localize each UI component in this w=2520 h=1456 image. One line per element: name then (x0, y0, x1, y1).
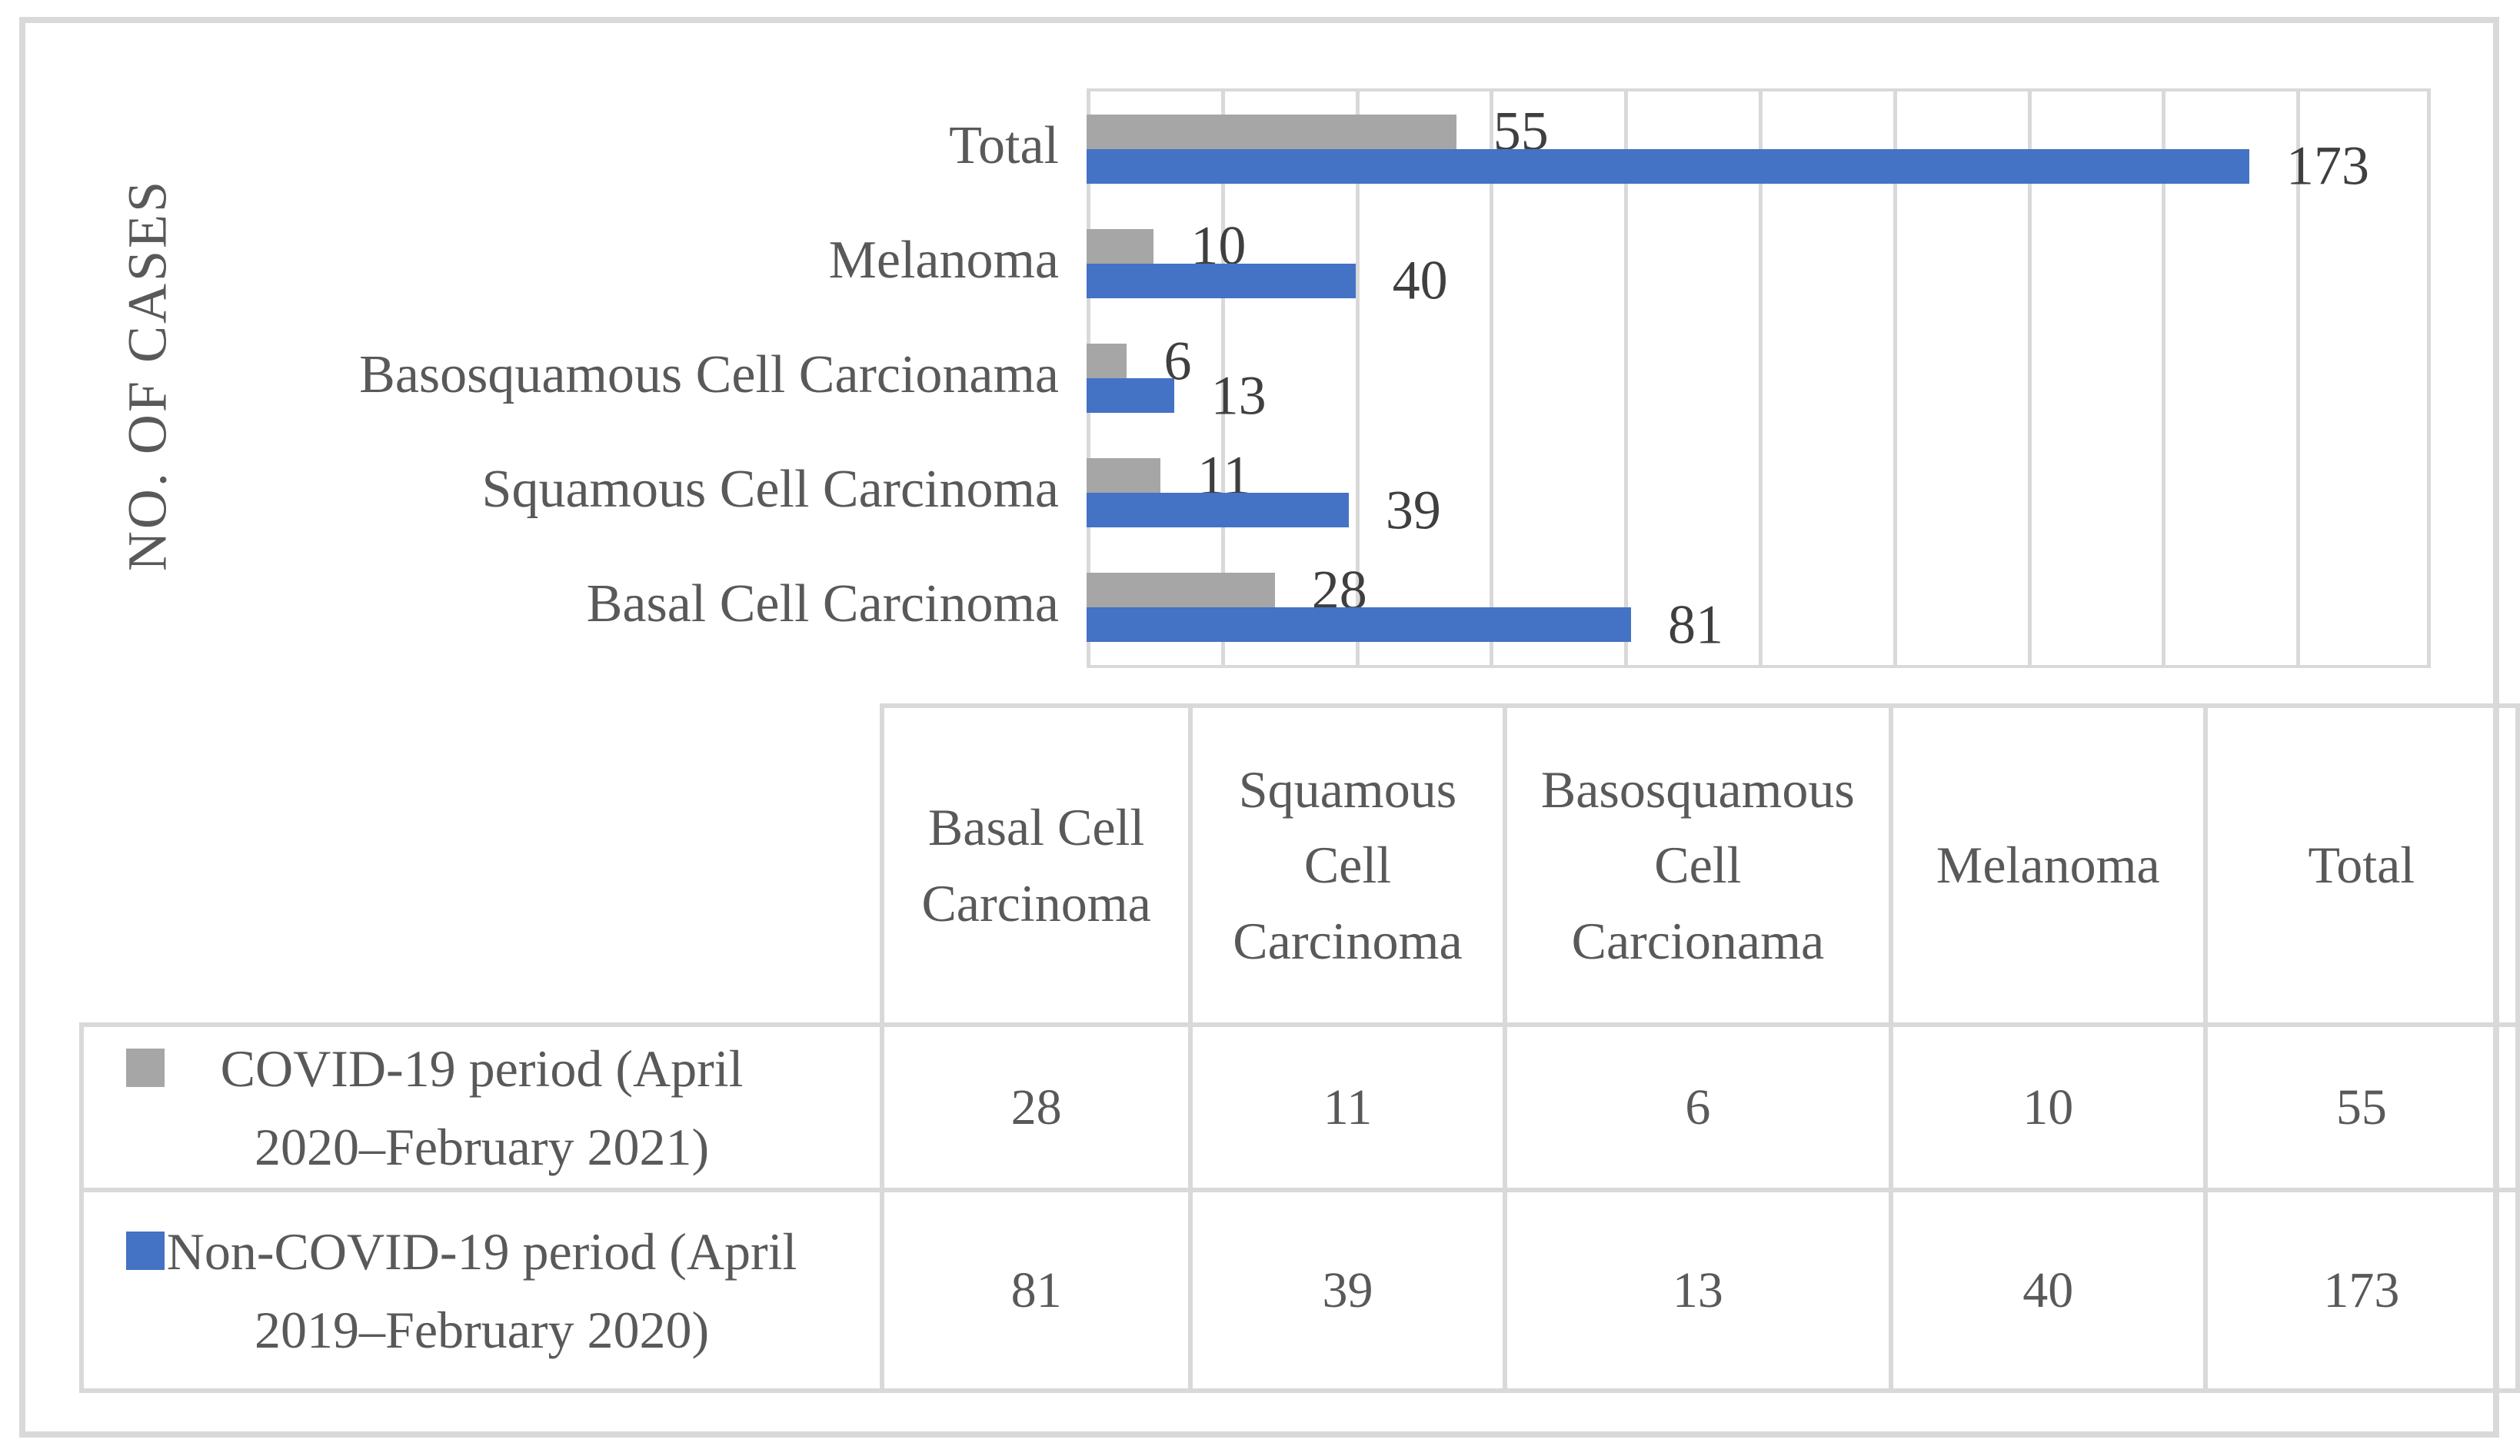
table-header-basal-cell-carcinoma: Basal Cell Carcinoma (880, 703, 1193, 1027)
table-value-cell: 40 (1888, 1188, 2208, 1393)
category-label: Squamous Cell Carcinoma (481, 460, 1059, 520)
plot-area: 55 173 10 40 6 13 11 39 28 81 (1087, 88, 2431, 668)
legend-cell-covid-period: COVID-19 period (April 2020–February 202… (78, 1022, 885, 1192)
gridline (1624, 91, 1629, 665)
table-value-cell: 11 (1188, 1022, 1507, 1192)
table-corner-cell (82, 706, 882, 1025)
table-value-cell: 173 (2202, 1188, 2520, 1393)
gridline (1490, 91, 1494, 665)
table-header-row: Basal Cell Carcinoma Squamous Cell Carci… (82, 703, 2520, 1027)
bar-covid-period (1087, 573, 1275, 608)
data-table: Basal Cell Carcinoma Squamous Cell Carci… (78, 703, 2520, 1393)
bar-covid-period (1087, 228, 1154, 264)
gridline (2027, 91, 2032, 665)
gridline (1220, 91, 1225, 665)
gridline (1892, 91, 1897, 665)
category-label: Total (949, 115, 1059, 175)
legend-cell-non-covid-period: Non-COVID-19 period (April 2019–February… (78, 1188, 885, 1393)
value-label: 40 (1392, 249, 1448, 311)
table-header-squamous-cell-carcinoma: Squamous Cell Carcinoma (1188, 703, 1507, 1027)
table-header-melanoma: Melanoma (1888, 703, 2208, 1027)
table-value-cell: 6 (1502, 1022, 1893, 1192)
bar-non-covid-period (1087, 493, 1349, 528)
table-value-cell: 55 (2202, 1022, 2520, 1192)
bar-non-covid-period (1087, 378, 1174, 413)
value-label: 39 (1385, 479, 1441, 541)
category-label: Basosquamous Cell Carcionama (359, 345, 1059, 404)
bar-covid-period (1087, 344, 1127, 378)
table-header-total: Total (2202, 703, 2520, 1027)
category-label: Melanoma (828, 230, 1059, 290)
gridline (1355, 91, 1360, 665)
value-label: 81 (1667, 593, 1723, 656)
gridline (1759, 91, 1763, 665)
bar-non-covid-period (1087, 148, 2250, 184)
table-value-cell: 39 (1188, 1188, 1507, 1393)
bar-covid-period (1087, 114, 1456, 149)
gridline (2296, 91, 2301, 665)
table-value-cell: 13 (1502, 1188, 1893, 1393)
table-row-covid-period: COVID-19 period (April 2020–February 202… (78, 1022, 2520, 1192)
category-axis: Total Melanoma Basosquamous Cell Carcionam… (0, 88, 1073, 662)
table-value-cell: 10 (1888, 1022, 2208, 1192)
table-value-cell: 28 (880, 1022, 1193, 1192)
table-value-cell: 81 (880, 1188, 1193, 1393)
covid-period-legend-key-icon (126, 1048, 165, 1087)
bar-non-covid-period (1087, 263, 1356, 298)
value-label: 173 (2286, 135, 2370, 197)
non-covid-period-legend-key-icon (126, 1231, 165, 1270)
legend-label-covid-period: COVID-19 period (April 2020–February 202… (220, 1039, 744, 1176)
gridline (2162, 91, 2166, 665)
bar-covid-period (1087, 458, 1161, 494)
bar-non-covid-period (1087, 607, 1631, 643)
category-label: Basal Cell Carcinoma (586, 574, 1059, 634)
table-header-basosquamous-cell-carcionama: Basosquamous Cell Carcionama (1502, 703, 1893, 1027)
value-label: 13 (1210, 364, 1267, 426)
table-row-non-covid-period: Non-COVID-19 period (April 2019–February… (78, 1188, 2520, 1393)
gridline (2427, 91, 2431, 665)
legend-label-non-covid-period: Non-COVID-19 period (April 2019–February… (166, 1222, 797, 1359)
